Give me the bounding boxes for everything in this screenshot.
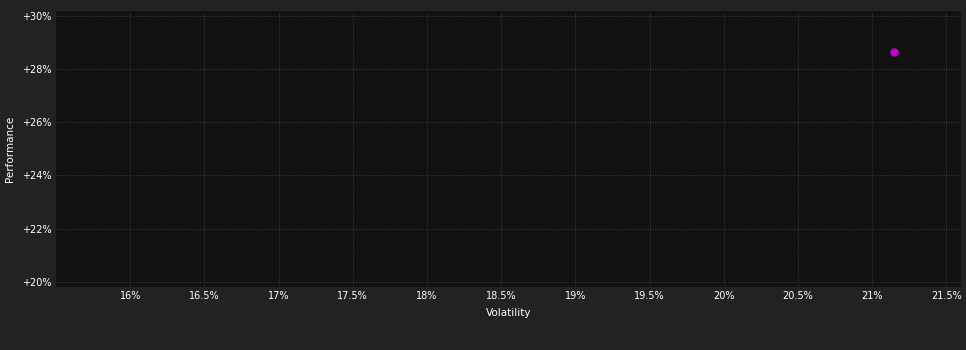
Point: [887, 49, 902, 55]
Y-axis label: Performance: Performance: [5, 116, 15, 182]
X-axis label: Volatility: Volatility: [486, 308, 531, 318]
